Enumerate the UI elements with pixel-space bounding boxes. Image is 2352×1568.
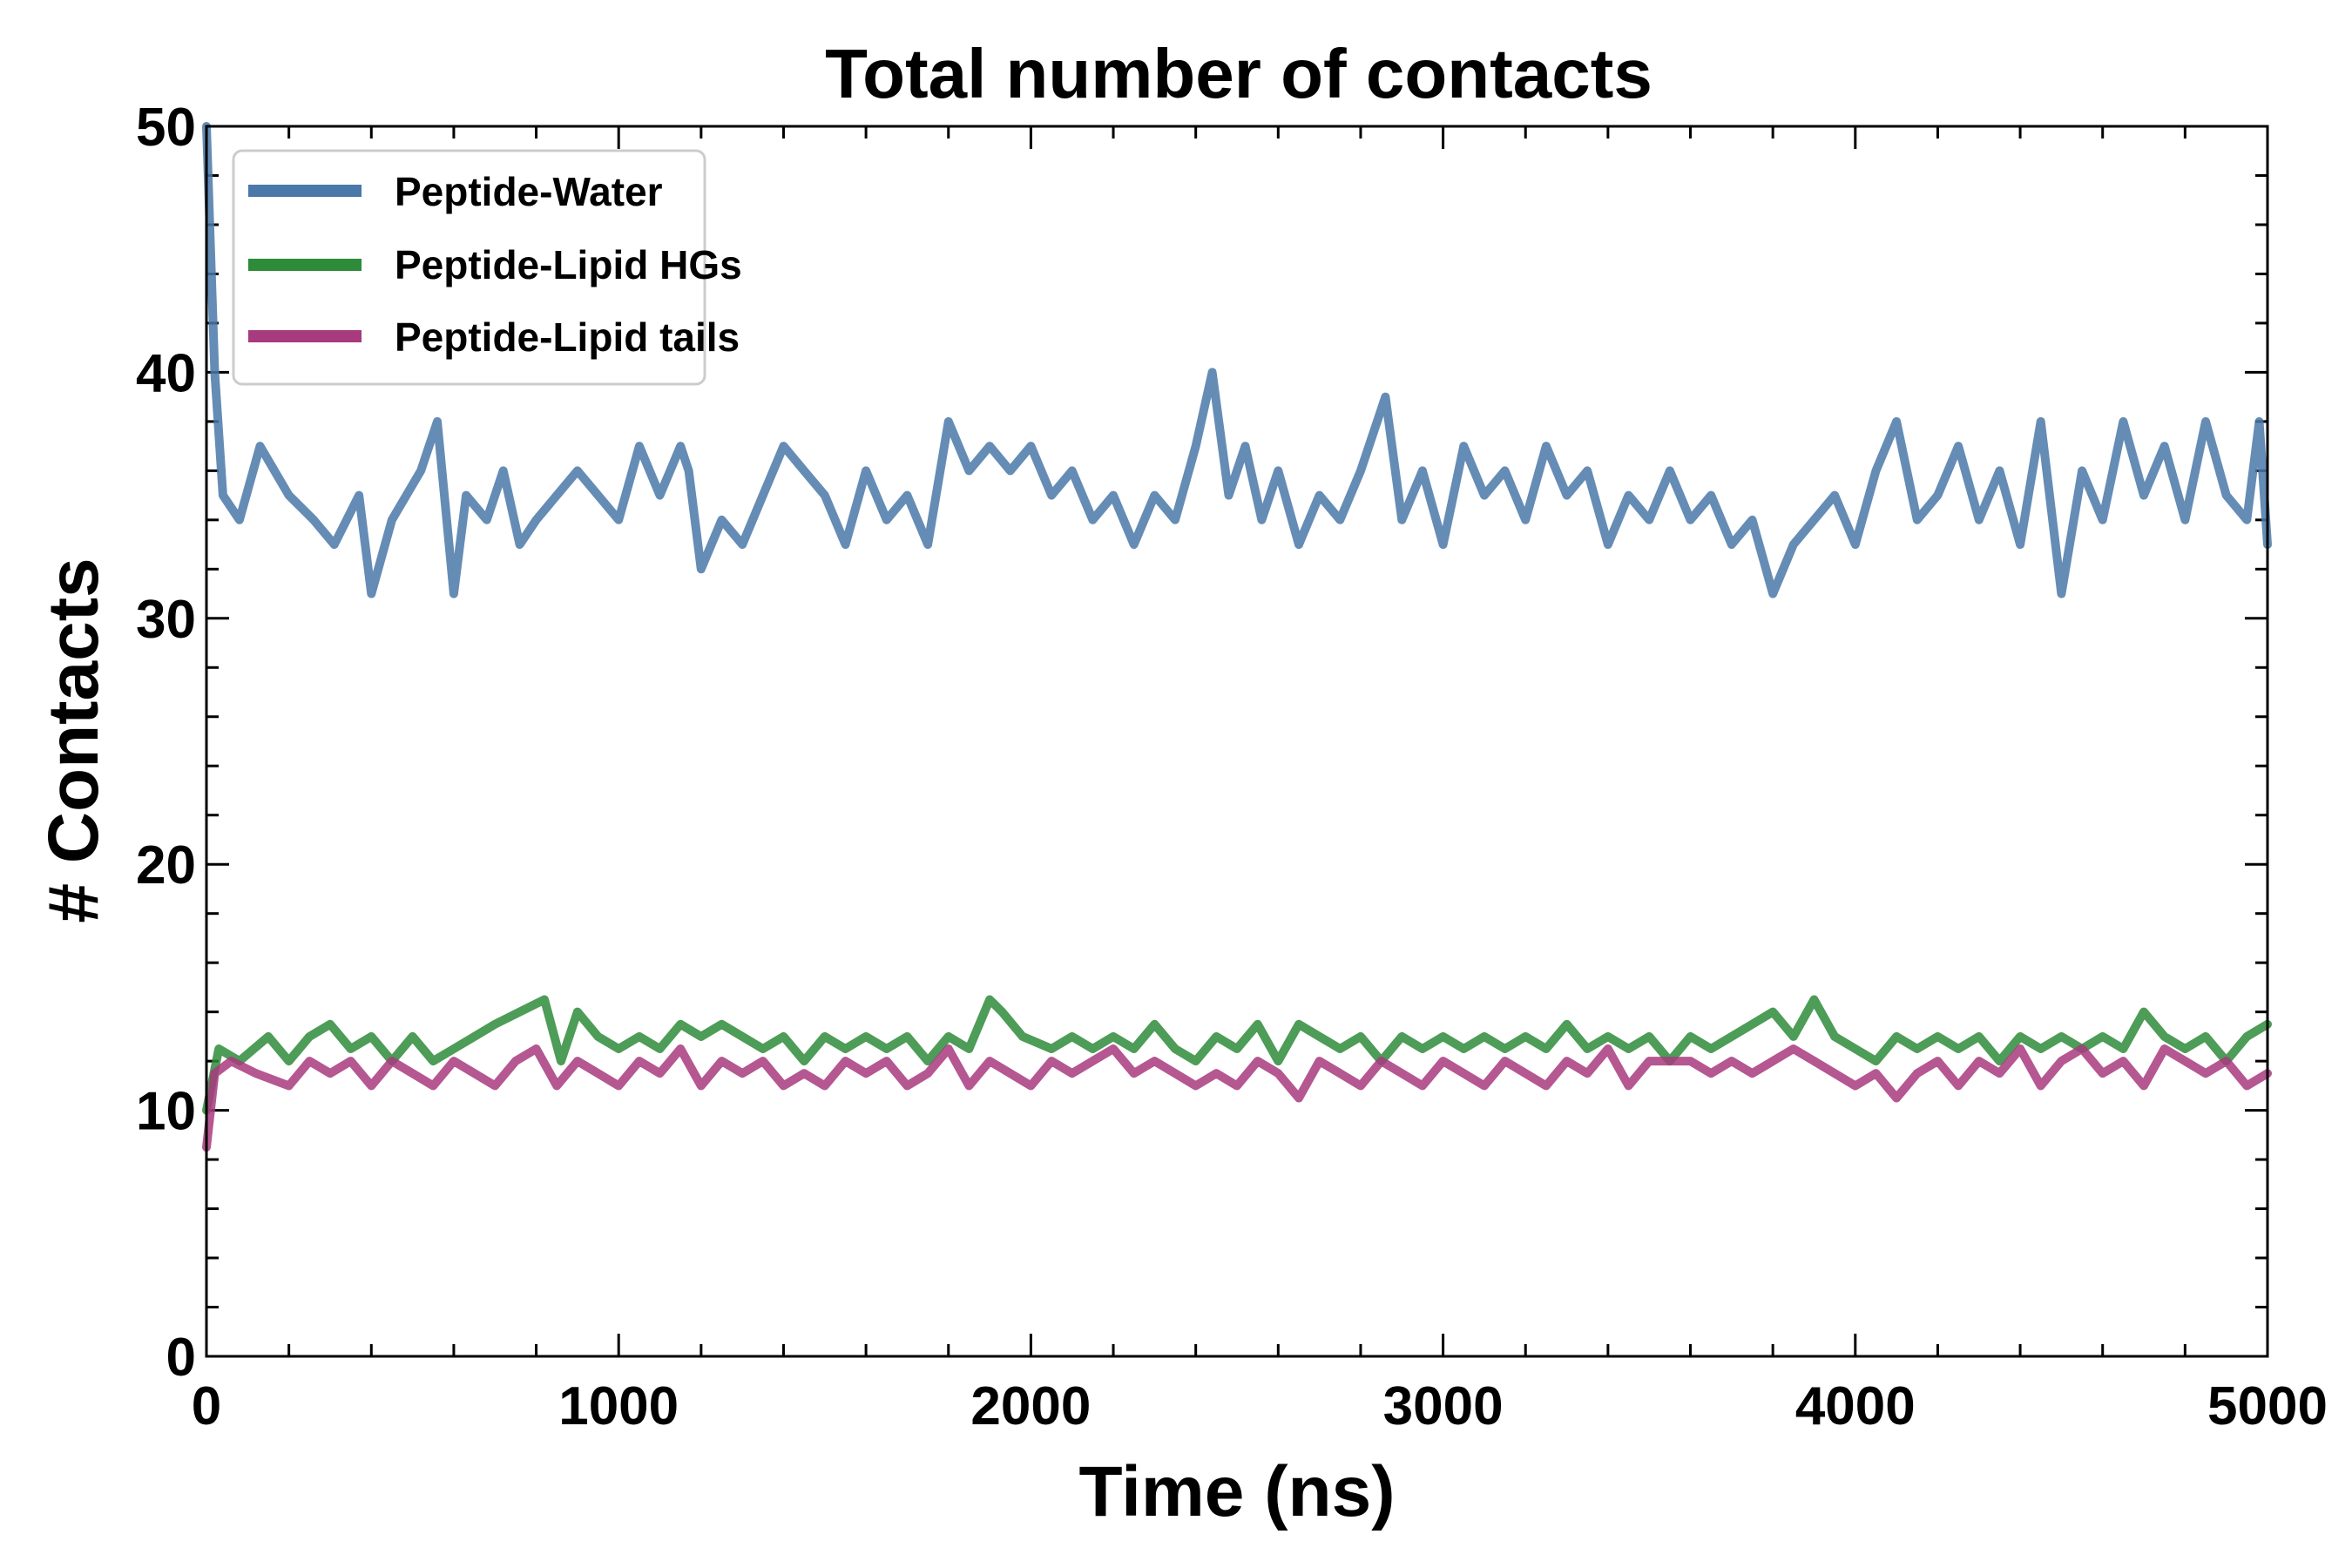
y-tick-label: 40 bbox=[136, 343, 196, 403]
legend-label-peptide-water: Peptide-Water bbox=[395, 169, 663, 214]
legend-label-peptide-lipid-tails: Peptide-Lipid tails bbox=[395, 314, 740, 360]
legend-label-peptide-lipid-hgs: Peptide-Lipid HGs bbox=[395, 242, 742, 287]
y-axis-label: # Contacts bbox=[34, 558, 113, 923]
plot-lines bbox=[202, 122, 2272, 1152]
y-tick-label: 0 bbox=[166, 1328, 196, 1388]
x-axis-label: Time (ns) bbox=[1079, 1452, 1396, 1531]
y-tick-label: 10 bbox=[136, 1082, 196, 1142]
plot-frame bbox=[205, 125, 2269, 1358]
x-tick-label: 4000 bbox=[1795, 1376, 1916, 1436]
chart-title: Total number of contacts bbox=[825, 35, 1652, 112]
y-tick-label: 30 bbox=[136, 590, 196, 650]
x-tick-label: 5000 bbox=[2207, 1376, 2328, 1436]
legend: Peptide-Water Peptide-Lipid HGs Peptide-… bbox=[232, 149, 742, 386]
x-tick-label: 2000 bbox=[970, 1376, 1091, 1436]
series-line-peptide-lipid-hgs bbox=[202, 995, 2272, 1115]
series-line-peptide-water bbox=[202, 122, 2272, 598]
y-tick-label: 50 bbox=[136, 98, 196, 158]
x-tick-label: 1000 bbox=[558, 1376, 679, 1436]
x-tick-label: 3000 bbox=[1383, 1376, 1504, 1436]
y-tick-label: 20 bbox=[136, 835, 196, 896]
legend-box bbox=[232, 149, 706, 386]
series-line-peptide-lipid-tails bbox=[202, 1044, 2272, 1152]
x-tick-label: 0 bbox=[192, 1376, 221, 1436]
axis-tick-labels: 0 1000 2000 3000 4000 5000 0 10 20 30 40 50 bbox=[136, 98, 2328, 1436]
